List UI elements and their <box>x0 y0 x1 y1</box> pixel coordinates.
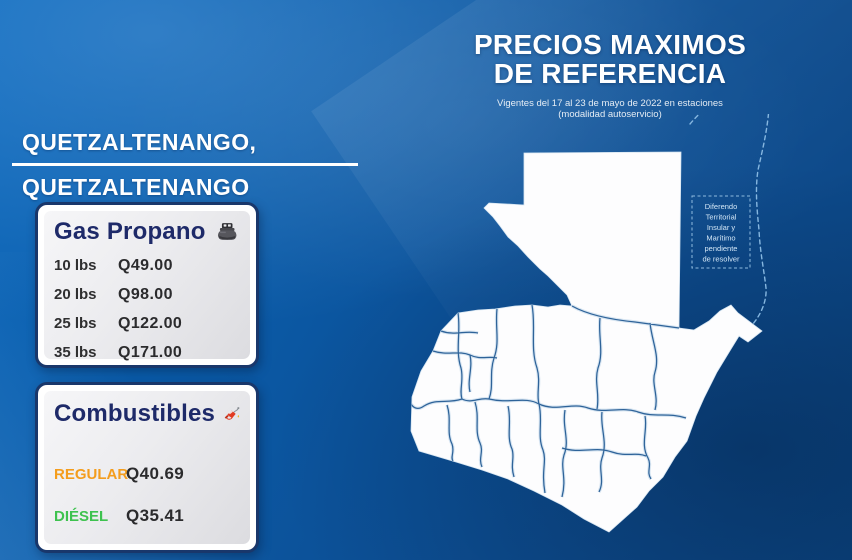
fuel-price-card: Combustibles REGULAR Q40.69 DIÉSEL Q35.4… <box>35 382 259 553</box>
fuel-type-label-regular: REGULAR <box>54 465 129 483</box>
page-title: PRECIOS MAXIMOS DE REFERENCIA Vigentes d… <box>450 30 770 120</box>
propane-price-value: Q98.00 <box>118 285 173 303</box>
svg-text:Marítimo: Marítimo <box>706 234 735 243</box>
subtitle-line1: Vigentes del 17 al 23 de mayo de 2022 en… <box>497 98 723 109</box>
propane-card-header: Gas Propano <box>54 218 240 246</box>
disputed-note-text: Diferendo Territorial Insular y Marítimo… <box>702 202 740 264</box>
fuel-price-rows: REGULAR Q40.69 DIÉSEL Q35.41 <box>54 453 240 537</box>
subtitle: Vigentes del 17 al 23 de mayo de 2022 en… <box>450 98 770 120</box>
belize-dashed-outline <box>689 114 770 335</box>
svg-text:de resolver: de resolver <box>702 255 740 264</box>
propane-price-value: Q49.00 <box>118 256 173 274</box>
propane-size-label: 25 lbs <box>54 315 97 332</box>
price-row: 35 lbs Q171.00 <box>54 338 240 367</box>
svg-text:Insular y: Insular y <box>707 223 736 232</box>
price-row: 25 lbs Q122.00 <box>54 309 240 338</box>
title-line2: DE REFERENCIA <box>493 58 727 89</box>
fuel-card-panel: Combustibles REGULAR Q40.69 DIÉSEL Q35.4… <box>44 391 250 544</box>
location-heading: QUETZALTENANGO, QUETZALTENANGO <box>12 130 360 200</box>
title-line1: PRECIOS MAXIMOS <box>473 29 747 60</box>
price-row: 10 lbs Q49.00 <box>54 251 240 280</box>
fuel-card-title: Combustibles <box>54 399 216 427</box>
propane-size-label: 20 lbs <box>54 286 97 303</box>
price-row: 20 lbs Q98.00 <box>54 280 240 309</box>
location-line1: QUETZALTENANGO, <box>22 129 257 155</box>
fuel-price-value: Q40.69 <box>126 464 185 483</box>
propane-price-card: Gas Propano 10 lbs Q49.00 20 lbs Q98.00 <box>35 202 259 368</box>
location-divider <box>12 163 358 166</box>
propane-tank-icon <box>217 223 237 240</box>
fuel-card-header: Combustibles <box>54 398 240 429</box>
fuel-nozzle-icon <box>224 407 240 420</box>
price-row: DIÉSEL Q35.41 <box>54 495 240 537</box>
svg-text:Diferendo: Diferendo <box>705 202 738 211</box>
disputed-note-box <box>691 195 751 269</box>
propane-size-label: 10 lbs <box>54 257 97 274</box>
guatemala-departments-map: Diferendo Territorial Insular y Marítimo… <box>410 114 770 533</box>
propane-card-panel: Gas Propano 10 lbs Q49.00 20 lbs Q98.00 <box>44 211 250 361</box>
svg-text:pendiente: pendiente <box>705 244 738 253</box>
location-line2: QUETZALTENANGO <box>22 174 250 200</box>
propane-price-value: Q171.00 <box>118 343 183 361</box>
propane-price-rows: 10 lbs Q49.00 20 lbs Q98.00 25 lbs Q122.… <box>54 251 240 367</box>
fuel-type-label-diesel: DIÉSEL <box>54 507 109 525</box>
price-row: REGULAR Q40.69 <box>54 453 240 495</box>
svg-text:Territorial: Territorial <box>706 213 737 222</box>
propane-card-title: Gas Propano <box>54 218 206 245</box>
propane-price-value: Q122.00 <box>118 314 183 332</box>
propane-size-label: 35 lbs <box>54 344 97 361</box>
subtitle-line2: (modalidad autoservicio) <box>558 109 662 120</box>
fuel-price-value: Q35.41 <box>126 506 185 525</box>
